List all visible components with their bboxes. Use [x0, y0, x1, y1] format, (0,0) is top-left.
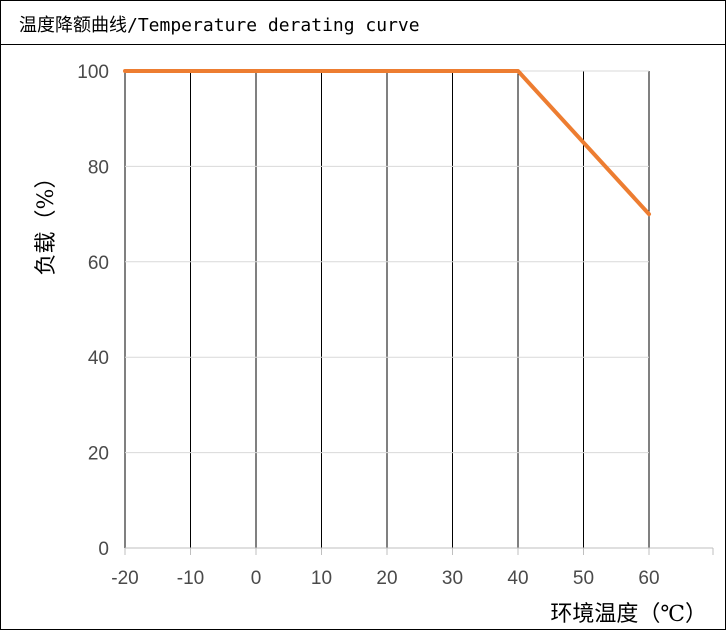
y-axis-label: 负载（%） [34, 167, 59, 276]
chart-title: 温度降额曲线/Temperature derating curve [19, 11, 420, 37]
y-tick-label-2: 40 [88, 348, 109, 369]
x-tick-label-7: 50 [573, 568, 594, 589]
x-tick-label-3: 10 [311, 568, 332, 589]
x-tick-label-2: 0 [251, 568, 262, 589]
y-tick-label-1: 20 [88, 444, 109, 465]
x-axis-label: 环境温度（℃） [550, 602, 707, 627]
derating-chart: -20 -10 0 10 20 30 40 50 60 0 20 40 60 80 100 负载（%） 环境… [1, 45, 725, 629]
x-tick-label-1: -10 [177, 568, 204, 589]
title-bar: 温度降额曲线/Temperature derating curve [1, 1, 725, 45]
grid-lines [125, 71, 649, 548]
y-tick-label-4: 80 [88, 157, 109, 178]
y-tick-label-3: 60 [88, 253, 109, 274]
y-tick-label-5: 100 [77, 62, 109, 83]
x-tick-label-0: -20 [111, 568, 138, 589]
x-tick-label-8: 60 [638, 568, 659, 589]
tick-labels: -20 -10 0 10 20 30 40 50 60 0 20 40 60 80 100 [77, 62, 659, 589]
axes [125, 548, 713, 555]
x-tick-label-4: 20 [376, 568, 397, 589]
x-tick-label-6: 40 [507, 568, 528, 589]
y-tick-label-0: 0 [98, 539, 109, 560]
x-tick-label-5: 30 [442, 568, 463, 589]
